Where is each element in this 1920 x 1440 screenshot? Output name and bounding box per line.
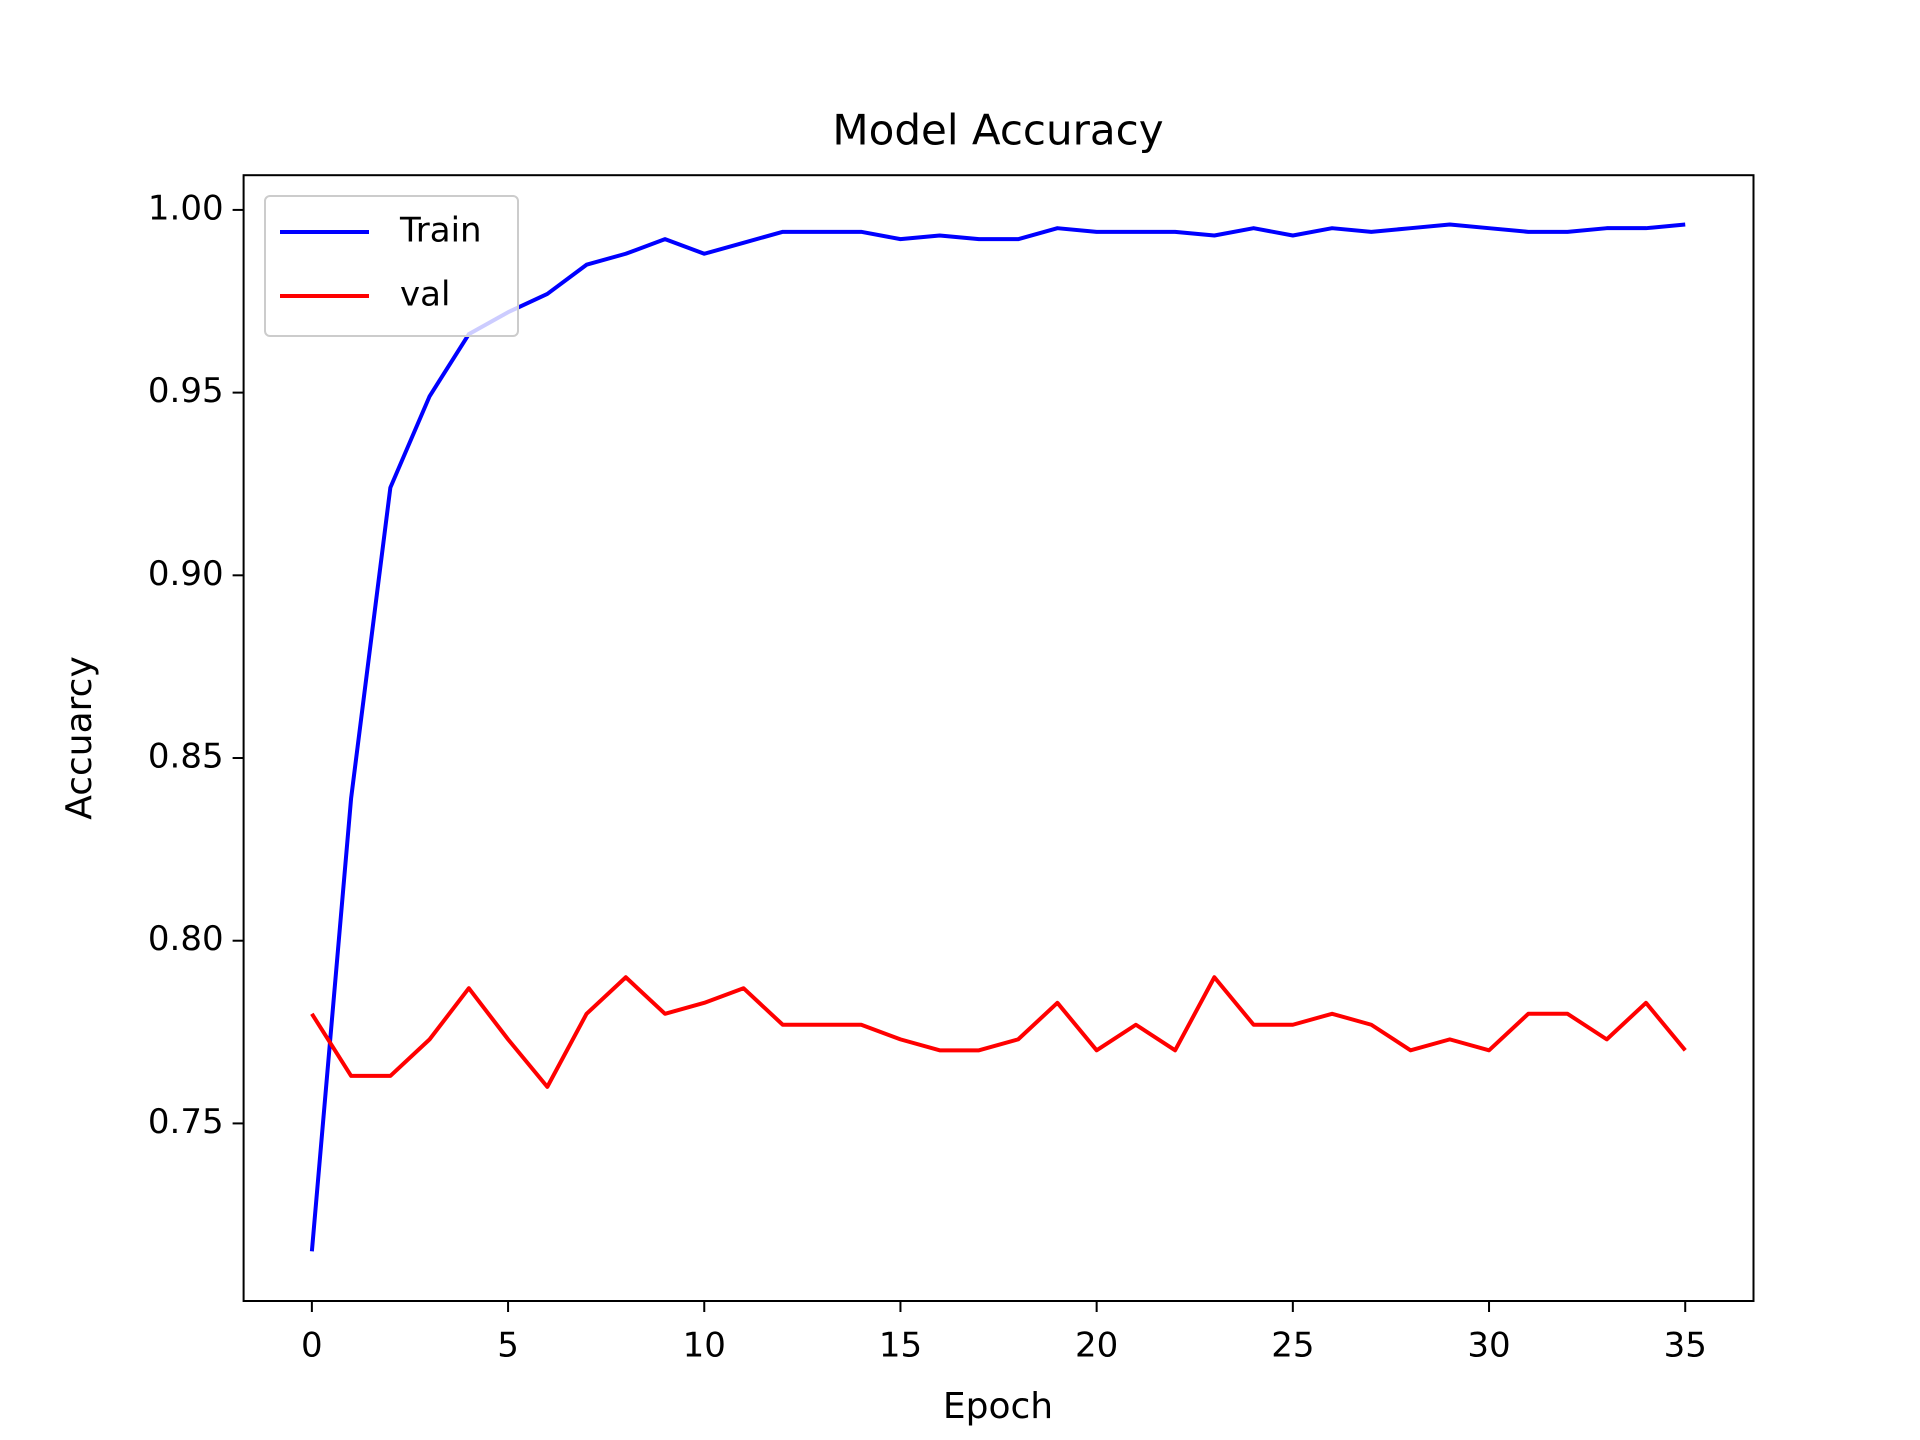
y-tick-label: 0.75: [148, 1102, 224, 1142]
y-tick-label: 0.80: [148, 919, 224, 959]
series-line: [309, 222, 1686, 1252]
x-tick-label: 10: [683, 1326, 726, 1366]
legend-label: val: [400, 275, 450, 315]
x-tick-label: 15: [879, 1326, 922, 1366]
y-tick-label: 1.00: [148, 188, 224, 228]
series-line: [310, 975, 1687, 1089]
plot-frame: [242, 174, 1755, 1303]
x-tick-label: 5: [497, 1326, 519, 1366]
x-tick-label: 20: [1075, 1326, 1118, 1366]
y-tick-label: 0.95: [148, 371, 224, 411]
legend-label: Train: [399, 211, 482, 251]
y-tick-label: 0.90: [148, 554, 224, 594]
x-tick-label: 25: [1271, 1326, 1314, 1366]
x-axis-label: Epoch: [943, 1386, 1053, 1427]
x-tick-label: 35: [1664, 1326, 1707, 1366]
y-tick-label: 0.85: [148, 737, 224, 777]
y-axis-label: Accuarcy: [59, 656, 100, 820]
x-tick-label: 0: [301, 1326, 323, 1366]
x-tick-label: 30: [1467, 1326, 1510, 1366]
chart-title: Model Accuracy: [832, 106, 1163, 155]
